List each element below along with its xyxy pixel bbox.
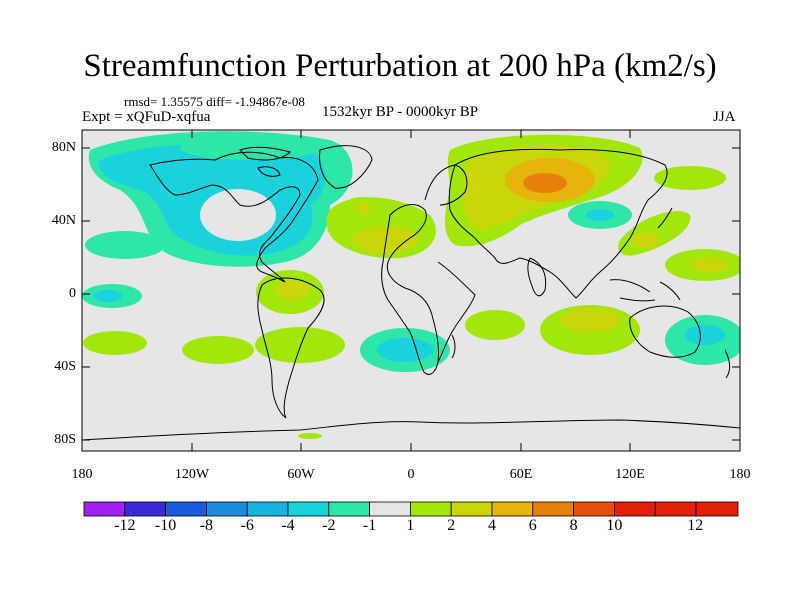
coast-japan <box>657 207 673 229</box>
colorbar-box-5 <box>287 501 330 517</box>
region-satl-neg-core <box>377 338 433 362</box>
region-sio-core <box>560 308 620 332</box>
coast-australia <box>629 305 701 358</box>
colorbar-box-7 <box>369 501 411 517</box>
coast-south-america <box>257 277 325 419</box>
colorbar-label: -4 <box>281 517 295 534</box>
region-eastasia-core <box>631 232 659 248</box>
lon-tick-180e: 180 <box>729 467 751 482</box>
colorbar-label: -12 <box>114 517 136 534</box>
axis-ticks <box>81 130 741 451</box>
region-spac <box>83 331 147 355</box>
coastlines <box>82 145 740 441</box>
coast-scandinavia <box>424 164 468 206</box>
region-sam-core <box>274 280 310 300</box>
period-label: 1532kyr BP - 0000kyr BP <box>322 104 479 120</box>
region-natl-small-core <box>356 203 372 213</box>
colorbar-label: 8 <box>569 517 578 534</box>
experiment-label: Expt = xQFuD-xqfua <box>82 109 211 125</box>
colorbar-box-3 <box>205 501 248 517</box>
coast-madagascar <box>451 334 456 359</box>
coast-se-asia <box>609 279 681 302</box>
lat-tick-80n: 80N <box>51 140 76 155</box>
region-io <box>465 310 525 340</box>
region-eqpac-core <box>94 290 122 302</box>
coast-greenland <box>319 145 373 189</box>
season-label: JJA <box>713 109 736 125</box>
region-spac2 <box>182 336 254 364</box>
coast-arctic-islands <box>239 146 291 177</box>
region-wpac-core <box>690 258 730 272</box>
coast-africa-east <box>437 261 476 363</box>
colorbar-box-8 <box>409 501 452 517</box>
coast-asia <box>448 148 668 299</box>
lon-tick-180w: 180 <box>71 467 93 482</box>
coast-antarctica <box>82 419 740 441</box>
region-satl <box>255 327 345 363</box>
stats-text: rmsd= 1.35575 diff= -1.94867e-08 <box>124 94 305 109</box>
map-title: Streamfunction Perturbation at 200 hPa (… <box>83 48 717 84</box>
region-neasia <box>654 166 726 190</box>
colorbar-label: 4 <box>488 517 496 534</box>
lon-tick-120e: 120E <box>615 467 645 482</box>
lat-tick-0: 0 <box>69 286 76 301</box>
colorbar-box-1 <box>124 501 167 517</box>
colorbar-box-0 <box>83 501 126 517</box>
lon-tick-60w: 60W <box>287 467 315 482</box>
colorbar-box-11 <box>532 501 574 517</box>
colorbar-box-6 <box>328 501 370 517</box>
colorbar-label: -1 <box>362 517 377 534</box>
colorbar-label: 1 <box>406 517 415 534</box>
colorbar <box>83 501 739 517</box>
colorbar-label: -10 <box>154 517 177 534</box>
colorbar-box-14 <box>654 501 697 517</box>
lat-tick-40n: 40N <box>51 213 76 228</box>
colorbar-label: -8 <box>199 517 214 534</box>
colorbar-label: -2 <box>322 517 336 534</box>
coast-india <box>527 257 547 297</box>
colorbar-label: 12 <box>687 517 704 534</box>
lon-tick-60e: 60E <box>509 467 533 482</box>
region-natl-core <box>353 226 417 254</box>
region-eurasia-8 <box>523 173 567 193</box>
region-npac <box>85 231 165 259</box>
colorbar-box-4 <box>246 501 289 517</box>
colorbar-box-15 <box>695 501 739 517</box>
colorbar-box-12 <box>573 501 615 517</box>
colorbar-label: 10 <box>606 517 623 534</box>
region-aus-neg-core <box>685 325 725 345</box>
colorbar-box-10 <box>491 501 534 517</box>
lat-tick-40s: 40S <box>54 359 76 374</box>
lon-tick-0: 0 <box>407 467 415 482</box>
colorbar-label: 2 <box>447 517 456 534</box>
lon-tick-120w: 120W <box>174 467 210 482</box>
colorbar-box-13 <box>614 501 656 517</box>
colorbar-box-9 <box>450 501 493 517</box>
coast-europe-africa <box>381 204 439 375</box>
colorbar-label: 6 <box>528 517 537 534</box>
region-asia-neg-core <box>586 209 614 221</box>
colorbar-box-2 <box>165 501 207 517</box>
colorbar-label: -6 <box>240 517 254 534</box>
lat-tick-80s: 80S <box>54 432 76 447</box>
region-antarctic <box>298 433 322 439</box>
coast-north-america <box>149 151 319 283</box>
coast-new-zealand <box>724 349 731 379</box>
region-na-hole <box>200 189 276 241</box>
